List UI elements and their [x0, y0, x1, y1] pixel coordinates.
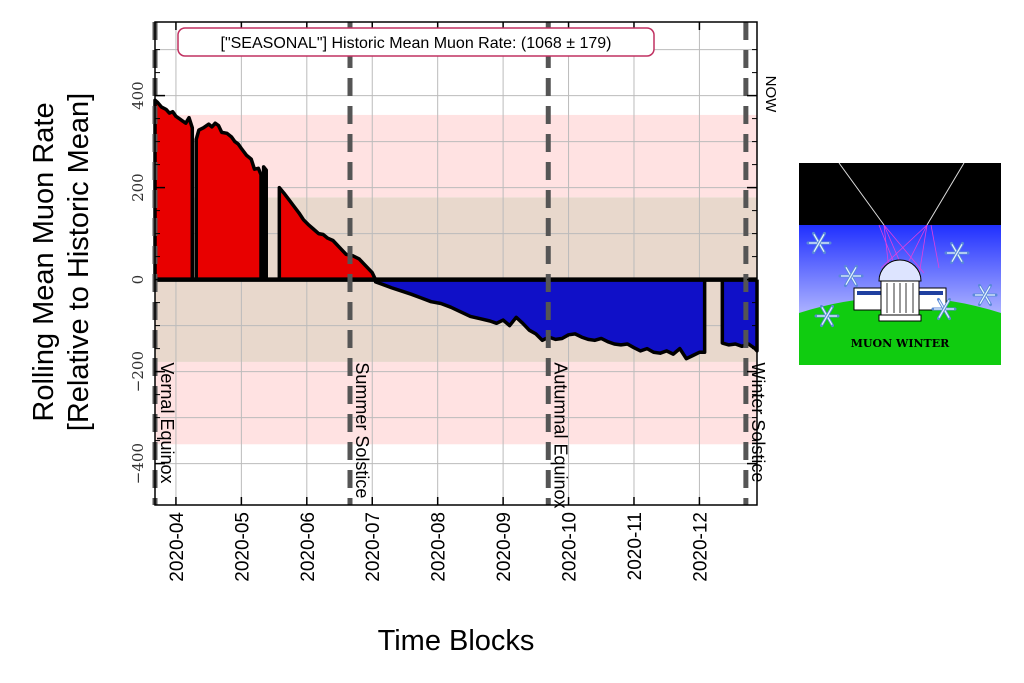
- snowflake-arm-inner: [845, 267, 857, 285]
- marker-layer: Vernal Equinox Summer Solstice Autumnal Eq…: [152, 22, 768, 508]
- series-line-2: [261, 165, 268, 280]
- x-tick-label-6: 2020-10: [560, 512, 581, 582]
- y-tick-label-1: −200: [129, 351, 147, 392]
- chart-title: ["SEASONAL"] Historic Mean Muon Rate: (1…: [221, 35, 612, 52]
- snowflake-arm-inner: [821, 307, 833, 325]
- y-tick-label-4: 400: [129, 81, 147, 110]
- x-tick-label-8: 2020-12: [690, 512, 711, 582]
- y-tick-label-0: −400: [129, 443, 147, 484]
- snowflake-icon-5: [931, 297, 957, 321]
- x-tick-label-4: 2020-08: [429, 512, 450, 582]
- sigma-band-2: [155, 361, 757, 445]
- x-tick-label-7: 2020-11: [625, 512, 646, 580]
- marker-label-0: Vernal Equinox: [157, 362, 177, 483]
- x-axis-title: Time Blocks: [378, 625, 535, 657]
- y-tick-label-2: 0: [129, 275, 147, 285]
- marker-label-1: Summer Solstice: [352, 362, 372, 498]
- positive-area-0: [155, 100, 193, 280]
- snowflake-arm-inner: [938, 300, 950, 318]
- series-line-1: [194, 121, 263, 280]
- y-axis-title-line1: Rolling Mean Muon Rate: [28, 102, 60, 421]
- badge-sky: [799, 163, 1001, 225]
- snowflake-arm-inner: [951, 244, 963, 262]
- y-tick-label-3: 200: [129, 173, 147, 202]
- positive-area-1: [196, 123, 262, 280]
- muon-winter-badge: MUON WINTER: [799, 163, 1001, 365]
- series-line-3: [277, 185, 378, 281]
- marker-label-2: Autumnal Equinox: [550, 362, 570, 508]
- legend-frame: [177, 27, 655, 57]
- snowflake-icon-4: [814, 304, 840, 328]
- x-tick-label-3: 2020-07: [363, 512, 384, 582]
- snowflake-icon-3: [972, 283, 998, 307]
- marker-label-3: Winter Solstice: [748, 362, 768, 482]
- snowflake-arm-inner: [979, 286, 991, 304]
- snowflake-icon-2: [944, 241, 970, 265]
- snowflake-icon-0: [806, 231, 832, 255]
- building-icon: [853, 259, 947, 322]
- negative-area-4: [375, 279, 705, 359]
- series-line-0: [153, 98, 195, 280]
- legend-box: ["SEASONAL"] Historic Mean Muon Rate: (1…: [177, 27, 655, 57]
- series-line-4: [373, 279, 707, 361]
- muon-tracks: [838, 163, 965, 226]
- muon-rays: [878, 224, 940, 289]
- snowflake-arm-inner: [813, 234, 825, 252]
- snowflake-icon-1: [838, 264, 864, 288]
- x-tick-label-5: 2020-09: [494, 512, 515, 582]
- x-tick-label-0: 2020-04: [167, 512, 188, 582]
- plot-frame: [154, 21, 758, 506]
- x-tick-label-2: 2020-06: [298, 512, 319, 582]
- y-axis-title-line2: [Relative to Historic Mean]: [63, 93, 95, 431]
- badge-caption: MUON WINTER: [851, 337, 950, 350]
- x-tick-label-1: 2020-05: [232, 512, 253, 582]
- now-label: NOW: [762, 76, 779, 114]
- snowflake-icons: [806, 231, 998, 328]
- negative-area-5: [722, 279, 757, 351]
- badge-ground: [799, 297, 1001, 365]
